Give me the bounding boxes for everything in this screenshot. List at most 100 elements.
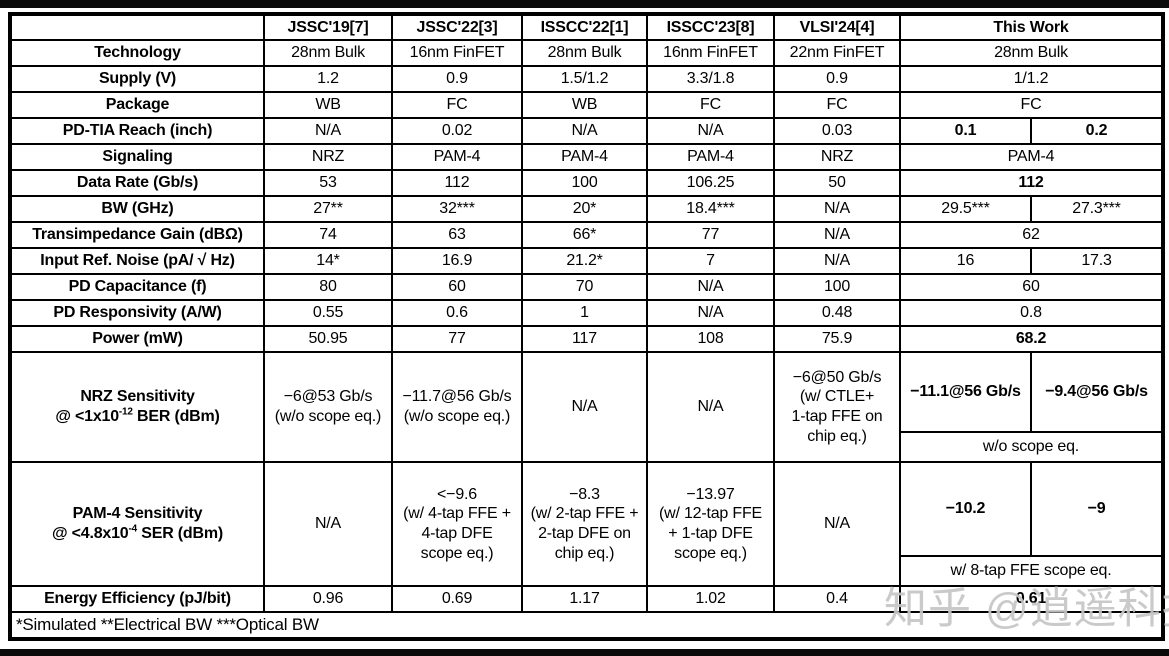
column-header: JSSC'19[7] [263,13,393,41]
table-cell: 66* [521,221,648,249]
table-cell-this-work: 112 [899,169,1164,197]
table-row-technology: Technology 28nm Bulk 16nm FinFET 28nm Bu… [9,39,1164,67]
table-cell: 7 [646,247,775,275]
table-cell: 16nm FinFET [646,39,775,67]
table-row-bw: BW (GHz) 27** 32*** 20* 18.4*** N/A 29.5… [9,195,1164,223]
table-row-package: Package WB FC WB FC FC FC [9,91,1164,119]
table-cell: 0.02 [391,117,523,145]
row-label-line: PAM-4 Sensitivity [72,505,203,523]
label-superscript: -4 [128,523,138,535]
table-cell: 1.02 [646,585,775,613]
label-text: @ <1x10 [55,408,119,425]
corner-cell [9,13,265,41]
table-cell: 0.55 [263,299,393,327]
row-label: Input Ref. Noise (pA/ √ Hz) [9,247,265,275]
column-header: ISSCC'23[8] [646,13,775,41]
top-border-bar [0,0,1169,8]
table-cell: 50.95 [263,325,393,353]
table-cell-this-work-2: −9.4@56 Gb/s [1030,351,1164,433]
table-cell: 50 [773,169,901,197]
table-cell-this-work: 62 [899,221,1164,249]
table-cell: 0.03 [773,117,901,145]
table-cell: −11.7@56 Gb/s (w/o scope eq.) [391,351,523,463]
table-cell: 70 [521,273,648,301]
table-cell: 1.2 [263,65,393,93]
table-cell-this-work: 1/1.2 [899,65,1164,93]
table-cell: 16nm FinFET [391,39,523,67]
table-cell: WB [263,91,393,119]
table-cell: 28nm Bulk [263,39,393,67]
comparison-table: JSSC'19[7] JSSC'22[3] ISSCC'22[1] ISSCC'… [8,12,1165,641]
table-cell: NRZ [263,143,393,171]
table-cell: PAM-4 [391,143,523,171]
table-cell: 53 [263,169,393,197]
table-cell: 106.25 [646,169,775,197]
table-cell-this-work-1: −10.2 [899,461,1032,557]
table-row-energy: Energy Efficiency (pJ/bit) 0.96 0.69 1.1… [9,585,1164,613]
table-cell: N/A [521,351,648,463]
table-row-gain: Transimpedance Gain (dBΩ) 74 63 66* 77 N… [9,221,1164,249]
row-label-line: @ <1x10-12 BER (dBm) [14,407,261,427]
table-cell: −6@50 Gb/s (w/ CTLE+ 1-tap FFE on chip e… [773,351,901,463]
table-cell: 100 [773,273,901,301]
table-cell: 75.9 [773,325,901,353]
table-cell: −6@53 Gb/s (w/o scope eq.) [263,351,393,463]
table-cell-this-work-2: 17.3 [1030,247,1164,275]
table-cell: 0.9 [773,65,901,93]
table-cell-this-work-1: 29.5*** [899,195,1032,223]
column-header: VLSI'24[4] [773,13,901,41]
row-label-pam4: PAM-4 Sensitivity @ <4.8x10-4 SER (dBm) [9,461,265,587]
table-cell: 0.96 [263,585,393,613]
row-label: Package [9,91,265,119]
row-label: Energy Efficiency (pJ/bit) [9,585,265,613]
table-cell: PAM-4 [521,143,648,171]
row-label: PD-TIA Reach (inch) [9,117,265,145]
row-label: Supply (V) [9,65,265,93]
table-cell: PAM-4 [646,143,775,171]
table-cell: 0.9 [391,65,523,93]
row-label: Signaling [9,143,265,171]
table-cell: 0.4 [773,585,901,613]
table-cell-this-work-note: w/ 8-tap FFE scope eq. [899,555,1164,587]
table-cell: N/A [773,221,901,249]
table-cell-this-work: 68.2 [899,325,1164,353]
table-cell-this-work-note: w/o scope eq. [899,431,1164,463]
table-row-noise: Input Ref. Noise (pA/ √ Hz) 14* 16.9 21.… [9,247,1164,275]
row-label: BW (GHz) [9,195,265,223]
table-cell: 0.6 [391,299,523,327]
table-row-footnote: *Simulated **Electrical BW ***Optical BW [9,611,1164,640]
table-cell: N/A [646,351,775,463]
table-row-pdresp: PD Responsivity (A/W) 0.55 0.6 1 N/A 0.4… [9,299,1164,327]
table-row-pdcap: PD Capacitance (f) 80 60 70 N/A 100 60 [9,273,1164,301]
table-cell-this-work: 0.61 [899,585,1164,613]
column-header: JSSC'22[3] [391,13,523,41]
footnote-text: *Simulated **Electrical BW ***Optical BW [9,611,1164,640]
table-cell: 0.69 [391,585,523,613]
table-cell: NRZ [773,143,901,171]
table-cell: 108 [646,325,775,353]
table-cell: 63 [391,221,523,249]
row-label: Transimpedance Gain (dBΩ) [9,221,265,249]
row-label-line: NRZ Sensitivity [80,388,195,406]
table-cell: N/A [263,461,393,587]
table-cell: 21.2* [521,247,648,275]
table-cell-this-work-2: −9 [1030,461,1164,557]
column-header: ISSCC'22[1] [521,13,648,41]
label-text: SER (dBm) [137,525,224,542]
table-cell: 1.5/1.2 [521,65,648,93]
column-header-this-work: This Work [899,13,1164,41]
row-label: PD Capacitance (f) [9,273,265,301]
table-cell: 112 [391,169,523,197]
table-row-datarate: Data Rate (Gb/s) 53 112 100 106.25 50 11… [9,169,1164,197]
table-row-nrz-subnote: w/o scope eq. [10,431,1164,463]
table-cell: −8.3 (w/ 2-tap FFE + 2-tap DFE on chip e… [521,461,648,587]
table-cell: 77 [391,325,523,353]
table-cell-this-work-2: 0.2 [1030,117,1164,145]
label-text: @ <4.8x10 [51,525,129,542]
table-cell-this-work: 0.8 [899,299,1164,327]
table-cell: N/A [521,117,648,145]
table-cell-this-work-1: 0.1 [899,117,1032,145]
table-cell: N/A [646,299,775,327]
table-row-nrz-sensitivity: NRZ Sensitivity @ <1x10-12 BER (dBm) −6@… [9,351,1164,463]
table-cell: FC [391,91,523,119]
